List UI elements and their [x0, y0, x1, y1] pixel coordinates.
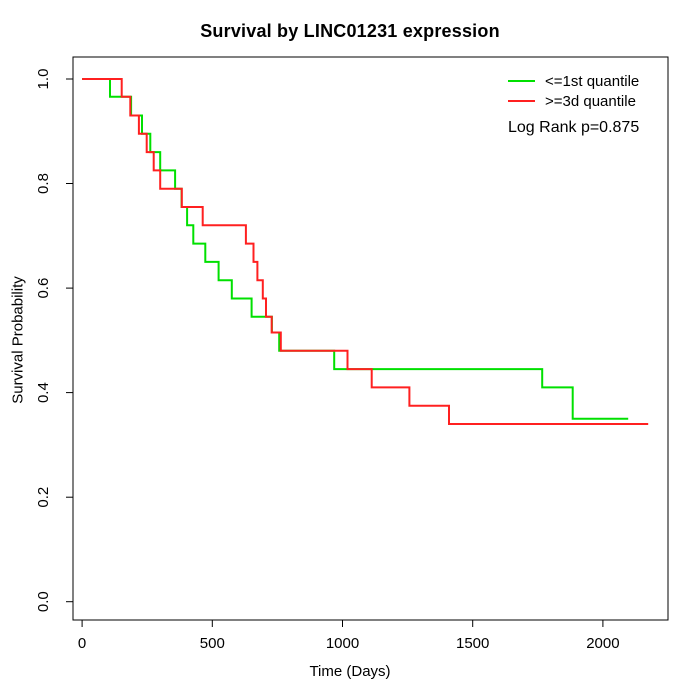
y-axis-tick-label: 0.0	[35, 591, 52, 612]
legend-item-high-expression: >=3d quantile	[508, 91, 639, 111]
y-axis-title: Survival Probability	[9, 276, 27, 404]
x-axis-tick-label: 2000	[586, 635, 619, 652]
x-axis-tick-label: 1500	[456, 635, 489, 652]
chart-title: Survival by LINC01231 expression	[200, 21, 500, 41]
x-axis-tick-label: 1000	[326, 635, 359, 652]
legend-line-red	[508, 100, 535, 102]
y-axis-tick-label: 0.2	[35, 487, 52, 508]
y-axis-tick-label: 1.0	[35, 69, 52, 90]
legend-line-green	[508, 80, 535, 82]
legend-item-low-expression: <=1st quantile	[508, 71, 639, 91]
legend-label-low-expression: <=1st quantile	[545, 72, 640, 90]
legend: <=1st quantile >=3d quantile Log Rank p=…	[508, 71, 639, 137]
y-axis-tick-label: 0.8	[35, 173, 52, 194]
plot-border	[72, 56, 669, 621]
x-axis-tick-label: 0	[78, 635, 86, 652]
y-axis-tick-label: 0.6	[35, 278, 52, 299]
log-rank-annotation: Log Rank p=0.875	[508, 119, 640, 136]
y-axis-tick-label: 0.4	[35, 382, 52, 403]
legend-label-high-expression: >=3d quantile	[545, 92, 636, 110]
x-axis-title: Time (Days)	[309, 663, 391, 680]
x-axis-tick-label: 500	[200, 635, 225, 652]
survival-curve-ge-3d-quantile	[82, 78, 649, 425]
